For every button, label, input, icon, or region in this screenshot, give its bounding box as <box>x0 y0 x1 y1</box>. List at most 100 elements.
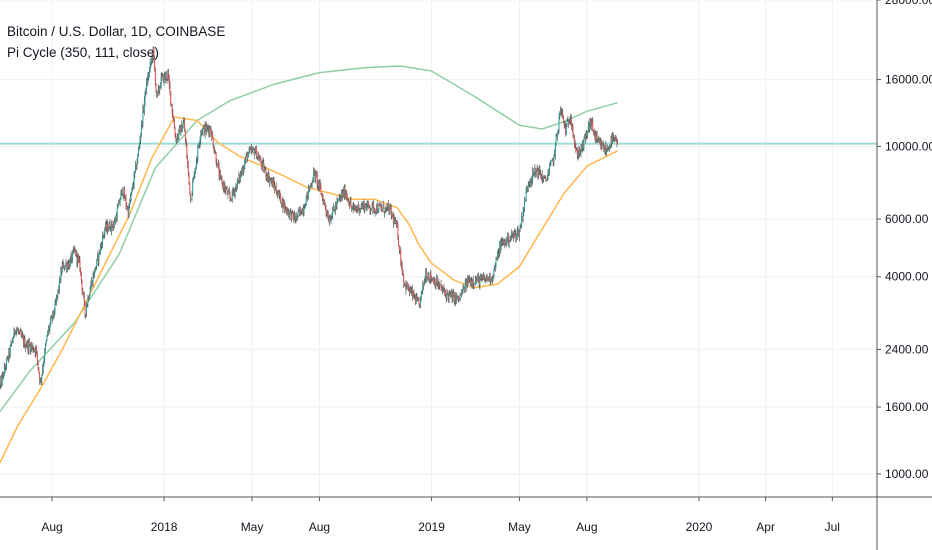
candle-up <box>41 369 43 375</box>
candle-up <box>211 132 213 137</box>
candle-down <box>121 189 123 195</box>
candle-up <box>362 202 364 205</box>
candle-up <box>349 201 351 205</box>
candle-down <box>80 271 82 281</box>
candle-down <box>320 187 322 195</box>
candle-up <box>567 120 569 122</box>
candle-up <box>87 297 89 305</box>
candle-up <box>548 171 550 174</box>
candle-up <box>606 148 608 152</box>
candle-down <box>433 279 435 285</box>
candle-down <box>226 188 228 195</box>
candle-up <box>587 131 589 136</box>
candle-down <box>212 138 214 148</box>
candle-up <box>490 281 492 282</box>
candle-down <box>613 137 615 140</box>
x-tick-label: 2020 <box>686 520 713 534</box>
candle-up <box>72 249 74 252</box>
candle-down <box>512 235 514 237</box>
candle-up <box>74 248 76 251</box>
candle-down <box>213 147 215 152</box>
candle-down <box>477 276 479 278</box>
candle-down <box>211 132 213 139</box>
candle-down <box>114 221 116 223</box>
candle-down <box>335 204 337 207</box>
candle-down <box>175 136 177 140</box>
candle-up <box>481 277 483 279</box>
candle-down <box>373 203 375 211</box>
candle-up <box>494 266 496 269</box>
candle-down <box>295 219 297 221</box>
candle-up <box>609 145 611 151</box>
candle-down <box>541 174 543 181</box>
candle-up <box>196 157 198 162</box>
candle-down <box>591 121 593 122</box>
candle-up <box>417 299 419 301</box>
candle-down <box>456 296 458 300</box>
candle-down <box>453 293 455 295</box>
candle-up <box>495 259 497 267</box>
candle-up <box>243 167 245 170</box>
candle-up <box>570 118 572 121</box>
candle-up <box>560 110 562 112</box>
candle-down <box>273 181 275 186</box>
candle-down <box>471 280 473 285</box>
candle-down <box>401 264 403 266</box>
candle-up <box>225 188 227 190</box>
candle-up <box>384 207 386 213</box>
candle-up <box>519 226 521 232</box>
candle-down <box>586 132 588 136</box>
candle-up <box>129 198 131 203</box>
candle-up <box>442 289 444 291</box>
candle-down <box>27 341 29 351</box>
candle-up <box>147 75 149 84</box>
candle-down <box>169 84 171 91</box>
candle-down <box>7 356 9 360</box>
candle-up <box>527 187 529 189</box>
candle-down <box>170 103 172 105</box>
candle-down <box>151 57 153 59</box>
y-tick-label: 4000.00 <box>885 270 929 284</box>
candle-up <box>55 302 57 304</box>
candle-up <box>75 251 77 256</box>
candle-up <box>33 349 35 351</box>
candle-up <box>362 204 364 208</box>
candle-up <box>355 207 357 210</box>
candle-up <box>64 265 66 269</box>
candle-down <box>608 149 610 151</box>
candle-down <box>379 204 381 206</box>
candle-up <box>198 146 200 147</box>
candle-up <box>167 73 169 79</box>
candle-down <box>181 124 183 132</box>
candle-up <box>407 285 409 289</box>
candle-up <box>40 380 42 382</box>
candle-down <box>381 207 383 210</box>
candle-down <box>431 278 433 281</box>
candle-down <box>425 272 427 279</box>
candle-up <box>193 172 195 178</box>
candle-down <box>185 138 187 147</box>
candle-down <box>414 298 416 304</box>
candle-up <box>129 202 131 205</box>
candle-up <box>140 122 142 134</box>
candle-down <box>154 69 156 84</box>
candle-up <box>179 127 181 130</box>
candle-down <box>214 151 216 153</box>
candle-down <box>538 167 540 171</box>
candle-down <box>546 179 548 181</box>
candle-down <box>440 283 442 288</box>
candle-up <box>516 236 518 239</box>
candle-down <box>375 211 377 213</box>
candle-up <box>12 338 14 341</box>
candle-up <box>235 185 237 189</box>
candle-down <box>88 297 90 300</box>
candle-up <box>335 204 337 211</box>
candle-up <box>472 279 474 285</box>
candle-up <box>483 276 485 280</box>
candle-up <box>106 223 108 229</box>
candle-up <box>598 139 600 141</box>
candle-up <box>339 196 341 198</box>
candle-up <box>612 136 614 144</box>
candle-up <box>327 214 329 216</box>
